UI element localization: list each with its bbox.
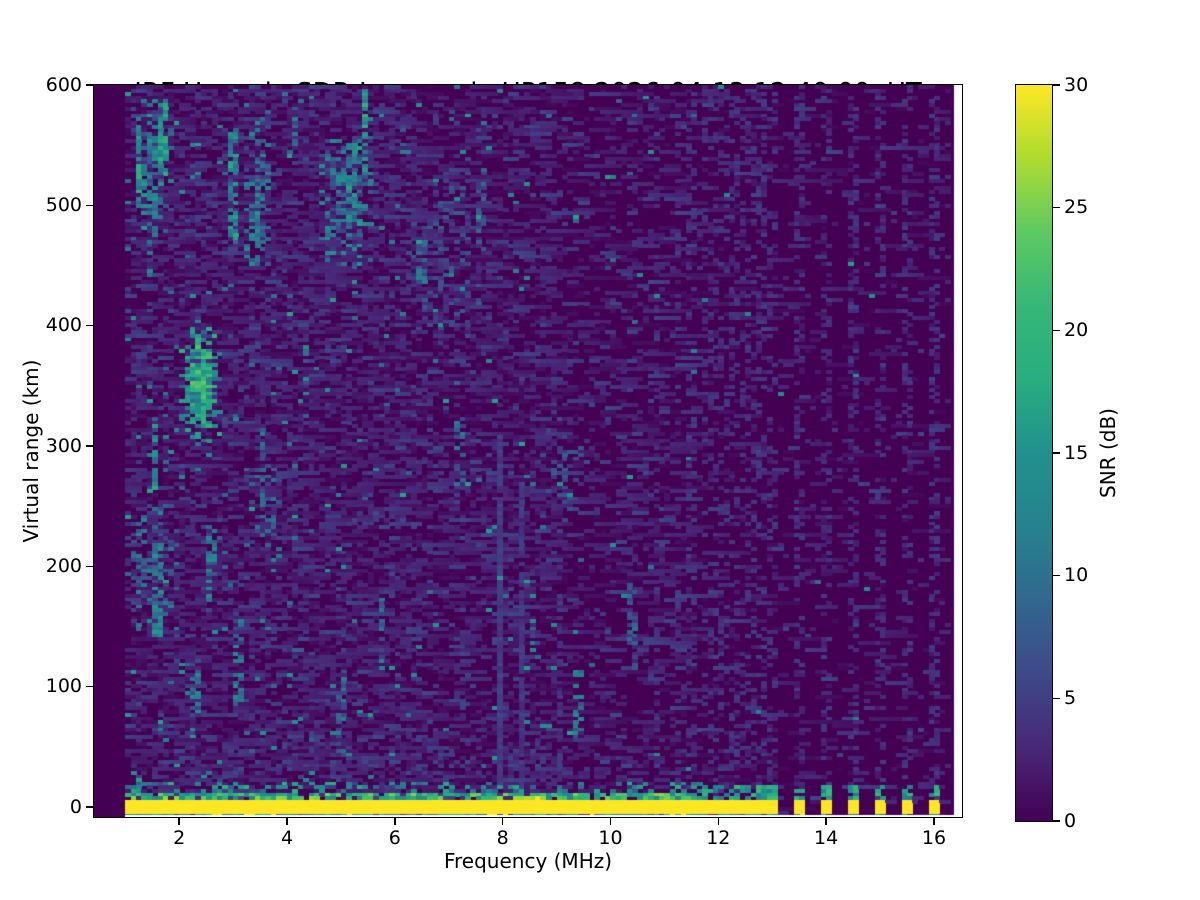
plot-area <box>93 84 963 818</box>
x-tick-label: 12 <box>706 827 731 849</box>
x-tick-mark <box>501 818 504 825</box>
colorbar-tick-label: 0 <box>1064 809 1077 832</box>
colorbar-tick-mark <box>1053 697 1060 700</box>
colorbar-tick-label: 15 <box>1064 441 1089 464</box>
x-tick-mark <box>825 818 827 825</box>
y-tick-label: 300 <box>45 434 82 457</box>
colorbar-tick-mark <box>1053 206 1060 209</box>
colorbar-tick-label: 5 <box>1064 686 1077 709</box>
y-tick-mark <box>86 204 93 207</box>
colorbar-tick-label: 10 <box>1064 564 1089 587</box>
y-tick-label: 200 <box>45 554 82 577</box>
x-tick-mark <box>717 818 720 825</box>
x-tick-label: 14 <box>814 827 839 849</box>
colorbar <box>1015 84 1053 822</box>
colorbar-gradient <box>1016 85 1052 821</box>
colorbar-tick-label: 30 <box>1064 73 1089 96</box>
x-tick-mark <box>933 818 935 825</box>
y-tick-label: 500 <box>45 193 82 216</box>
colorbar-tick-mark <box>1053 574 1060 577</box>
y-tick-mark <box>86 84 93 86</box>
colorbar-tick-mark <box>1053 84 1060 86</box>
y-tick-mark <box>86 445 93 447</box>
x-tick-mark <box>609 818 612 825</box>
colorbar-tick-mark <box>1053 329 1060 332</box>
x-axis-label: Frequency (MHz) <box>443 849 613 873</box>
colorbar-tick-mark <box>1053 820 1060 822</box>
x-tick-label: 8 <box>496 827 509 849</box>
x-tick-mark <box>286 818 288 825</box>
y-tick-mark <box>86 806 93 808</box>
y-tick-label: 100 <box>45 675 82 698</box>
colorbar-tick-label: 20 <box>1064 318 1089 341</box>
y-tick-mark <box>86 565 93 568</box>
x-tick-label: 6 <box>388 827 401 849</box>
y-tick-mark <box>86 685 93 688</box>
y-tick-label: 0 <box>69 795 82 818</box>
x-tick-label: 2 <box>173 827 186 849</box>
ionogram-heatmap <box>94 85 962 817</box>
y-tick-label: 400 <box>45 314 82 337</box>
colorbar-tick-label: 25 <box>1064 196 1089 219</box>
colorbar-label: SNR (dB) <box>1096 408 1120 498</box>
x-tick-label: 4 <box>280 827 294 849</box>
colorbar-tick-mark <box>1053 452 1060 454</box>
y-tick-mark <box>86 324 93 327</box>
x-tick-mark <box>394 818 396 825</box>
y-tick-label: 600 <box>45 73 82 96</box>
x-tick-label: 10 <box>598 827 623 849</box>
x-tick-mark <box>178 818 180 825</box>
x-tick-label: 16 <box>921 827 947 849</box>
